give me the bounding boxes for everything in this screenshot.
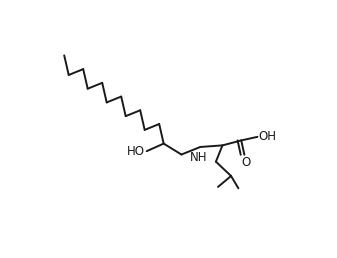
Text: O: O [241, 156, 250, 169]
Text: OH: OH [259, 130, 277, 143]
Text: HO: HO [127, 145, 145, 158]
Text: NH: NH [190, 151, 208, 164]
